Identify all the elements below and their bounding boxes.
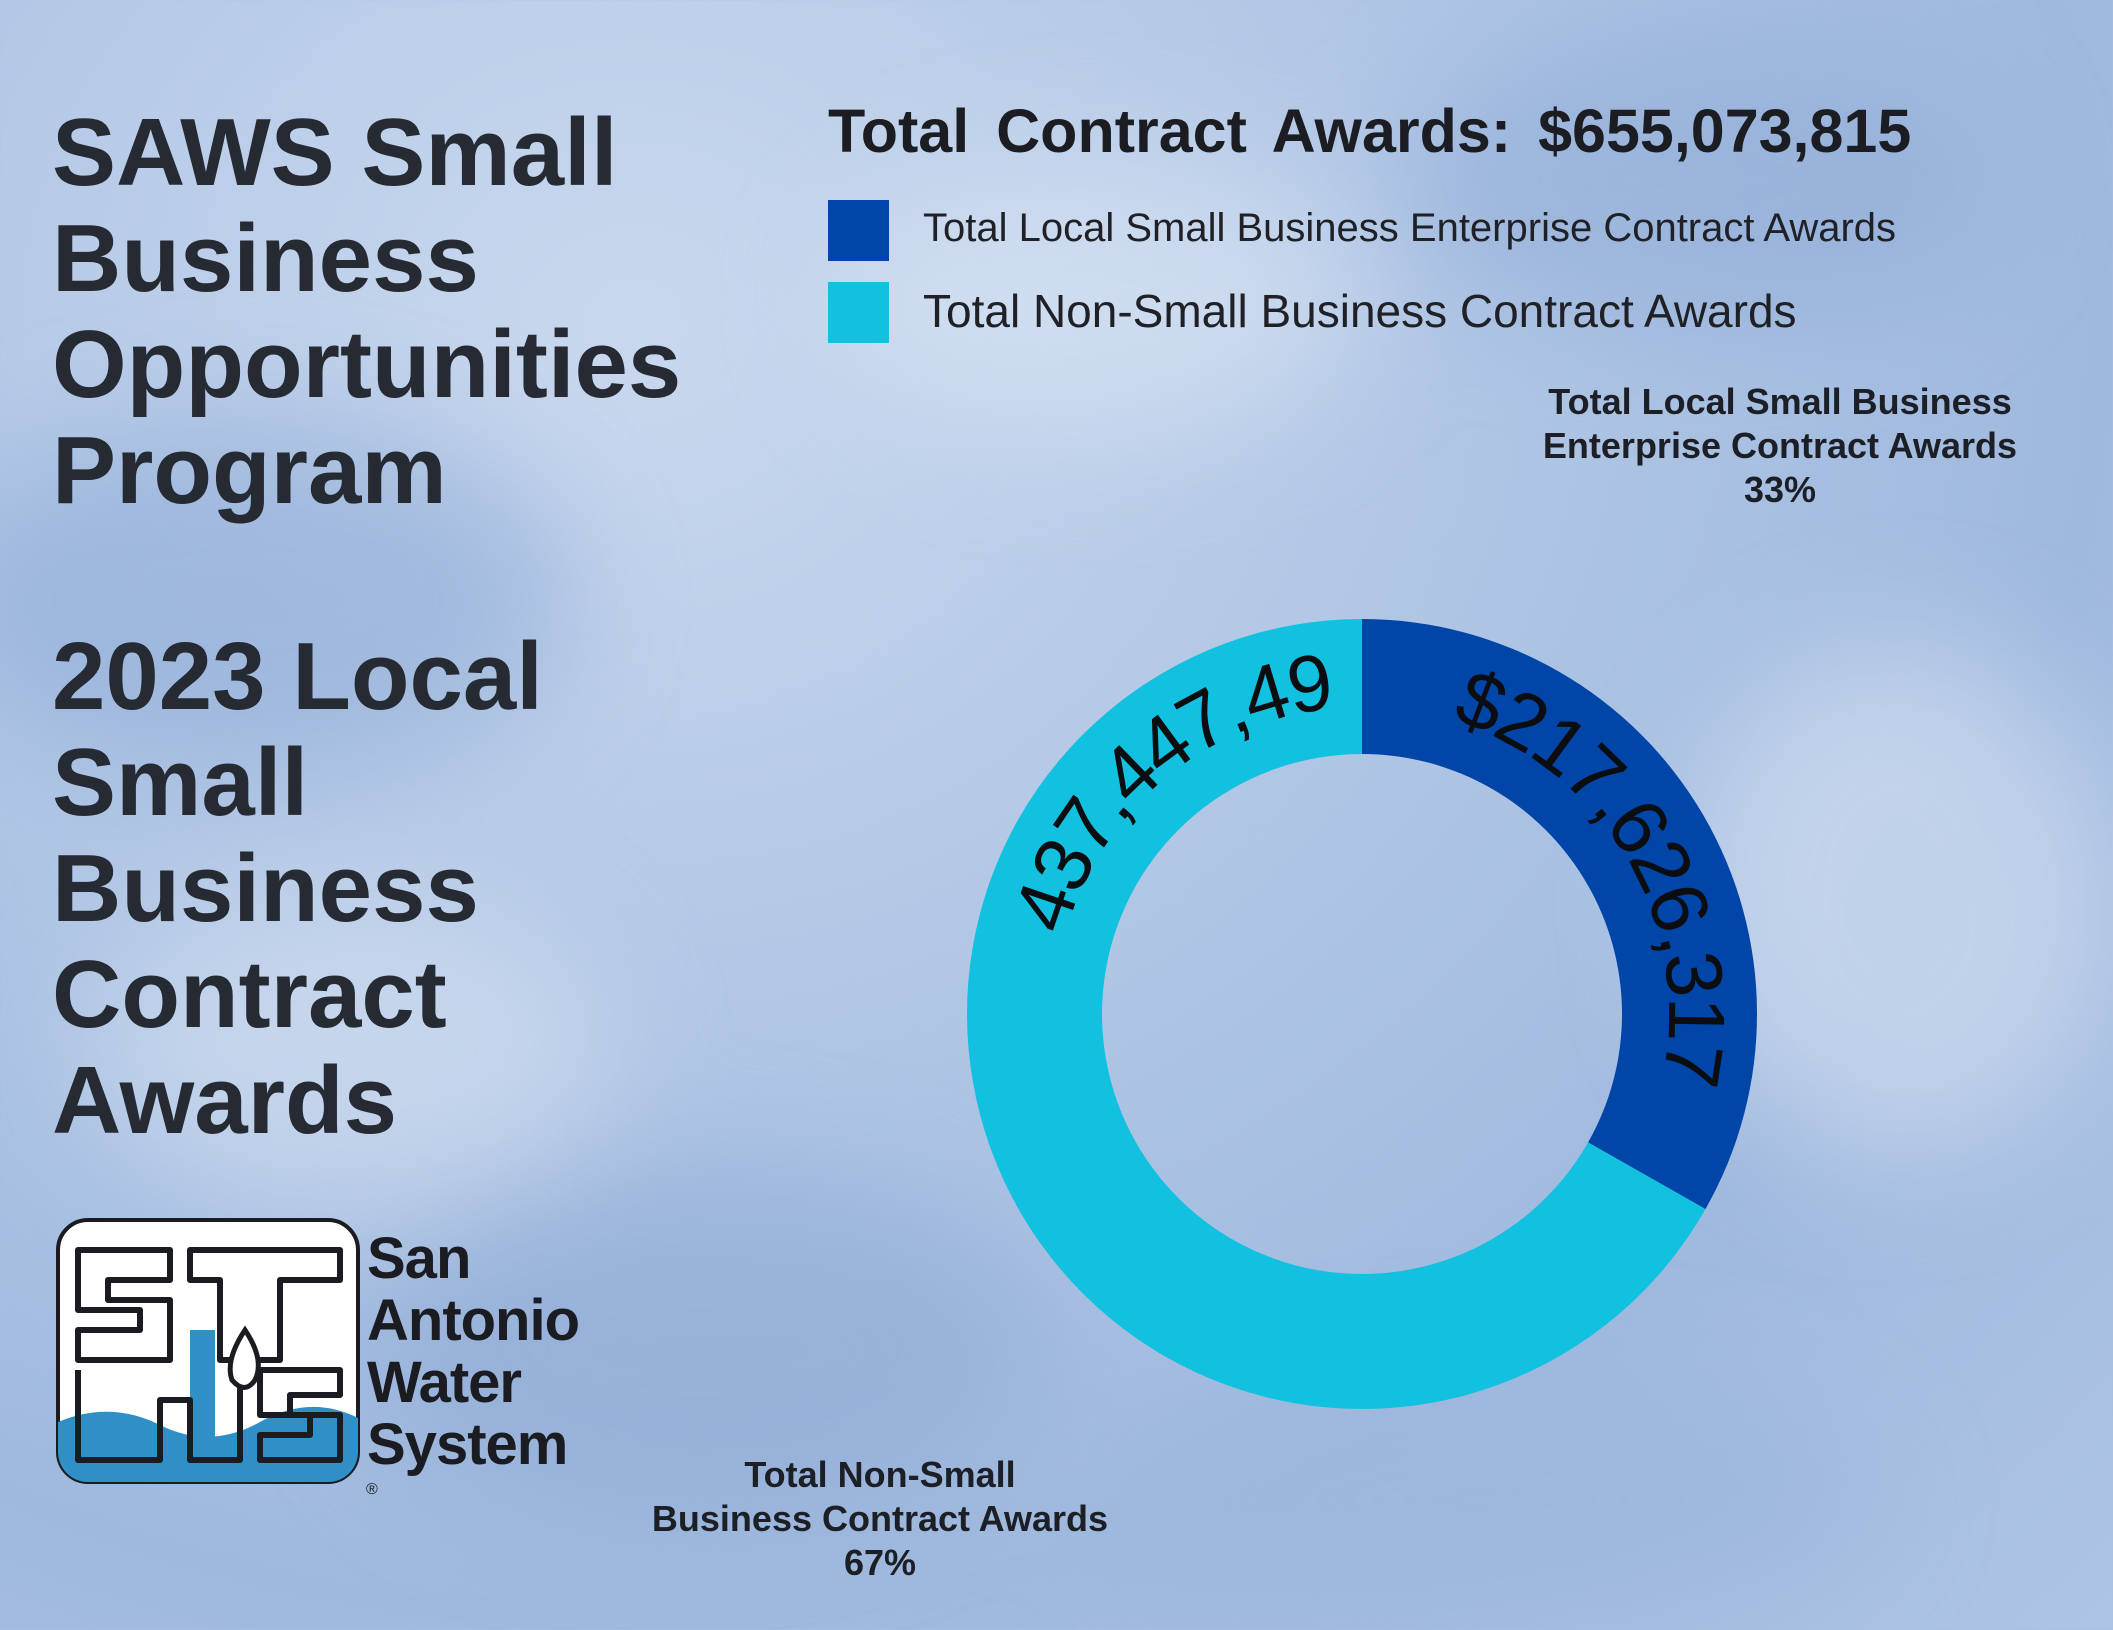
legend-swatch-non-small	[828, 282, 889, 343]
callout-local-small-business: Total Local Small Business Enterprise Co…	[1542, 381, 2018, 510]
legend-label-local: Total Local Small Business Enterprise Co…	[923, 206, 1897, 250]
callout-non-small-business: Total Non-Small Business Contract Awards…	[651, 1454, 1109, 1583]
legend-label-non-small: Total Non-Small Business Contract Awards	[923, 285, 1797, 337]
registered-mark: ®	[366, 1481, 378, 1498]
slice-value-label-non-small: $437,447,498	[0, 0, 1339, 942]
page-title: SAWS Small Business Opportunities Progra…	[52, 99, 682, 524]
total-contract-awards-headline: Total Contract Awards: $655,073,815	[828, 97, 1912, 165]
slice-non-small-business	[967, 619, 1706, 1410]
page-subtitle: 2023 Local Small Business Contract Award…	[52, 623, 543, 1154]
title-block: SAWS Small Business Opportunities Progra…	[52, 100, 772, 1154]
saws-logo: ® San Antonio Water System	[50, 1210, 630, 1500]
logo-wordmark: San Antonio Water System	[367, 1226, 580, 1477]
slice-local-small-business	[1362, 619, 1757, 1210]
saws-logo-icon: ®	[56, 1218, 378, 1498]
legend-swatch-local	[828, 200, 889, 261]
